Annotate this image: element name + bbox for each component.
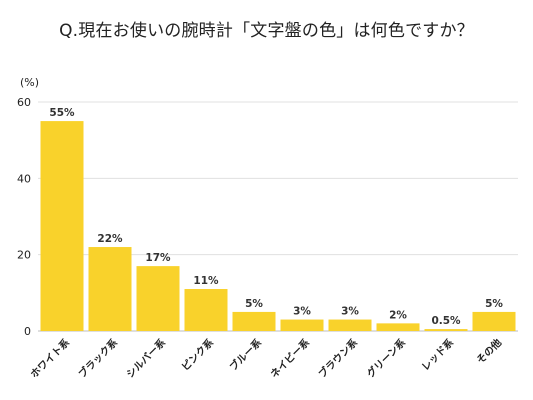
category-label: その他 xyxy=(474,336,504,366)
category-label: グリーン系 xyxy=(364,336,408,380)
category-label: ホワイト系 xyxy=(28,336,73,381)
bar xyxy=(280,319,324,331)
category-label: ネイビー系 xyxy=(268,336,313,381)
y-tick-label: 20 xyxy=(17,249,31,262)
category-label: ピンク系 xyxy=(179,336,216,373)
bar xyxy=(232,311,276,331)
bar xyxy=(184,289,228,331)
y-tick-label: 60 xyxy=(17,96,31,109)
y-tick-label: 0 xyxy=(24,325,31,338)
y-tick-label: 40 xyxy=(17,172,31,185)
chart-title: Q.現在お使いの腕時計「文字盤の色」は何色ですか？ xyxy=(59,21,474,41)
bar xyxy=(136,266,180,331)
data-label: 22% xyxy=(97,233,123,245)
data-label: 3% xyxy=(341,306,359,318)
data-label: 3% xyxy=(293,306,311,318)
y-axis-unit-label: (%) xyxy=(20,76,39,89)
data-label: 0.5% xyxy=(431,315,461,327)
bar xyxy=(328,319,372,331)
category-label: シルバー系 xyxy=(124,336,169,381)
data-label: 5% xyxy=(245,298,263,310)
bar xyxy=(472,311,516,331)
data-label: 5% xyxy=(485,298,503,310)
bar xyxy=(88,247,132,331)
bars xyxy=(40,121,516,331)
data-label: 2% xyxy=(389,309,407,321)
category-labels: ホワイト系 ブラック系 シルバー系 ピンク系 ブルー系 ネイビー系 ブラウン系 グリーン系 レッ… xyxy=(28,336,505,381)
data-label: 55% xyxy=(49,107,75,119)
category-label: ブルー系 xyxy=(227,336,264,373)
category-label: レッド系 xyxy=(419,336,456,373)
category-label: ブラック系 xyxy=(76,336,121,381)
bar xyxy=(424,329,468,331)
data-label: 11% xyxy=(193,275,219,287)
data-label: 17% xyxy=(145,252,171,264)
y-axis-ticks: 0 20 40 60 xyxy=(17,96,31,338)
bar xyxy=(376,323,420,331)
data-labels: 55% 22% 17% 11% 5% 3% 3% 2% 0.5% 5% xyxy=(49,107,503,327)
category-label: ブラウン系 xyxy=(316,336,361,381)
bar xyxy=(40,121,84,331)
